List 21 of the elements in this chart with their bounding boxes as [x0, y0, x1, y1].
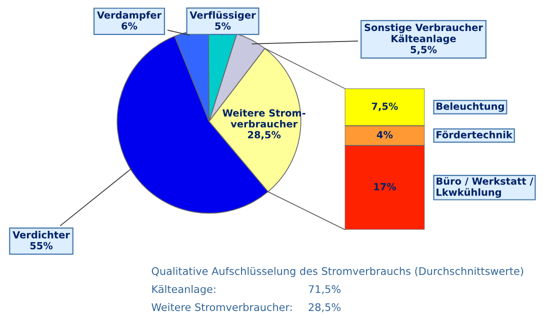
text: Kälteanlage: — [152, 285, 216, 296]
data-label: 7,5% — [372, 102, 398, 112]
slice-label: Verflüssiger — [190, 11, 256, 21]
slice-label: Weitere Strom- verbraucher — [222, 109, 306, 128]
text: 71,5% — [308, 285, 341, 294]
data-label: 5,5% — [410, 46, 437, 54]
text: 28,5% — [308, 303, 341, 312]
series-label: Beleuchtung — [436, 102, 504, 112]
data-label: 55% — [30, 242, 53, 250]
slice-label: Verdichter — [12, 230, 70, 238]
slice-label: Verdampfer — [96, 11, 162, 21]
slice-label: Sonstige Verbraucher Kälteanlage — [364, 24, 483, 44]
data-label: 6% — [122, 22, 138, 30]
series-label: Fördertechnik — [436, 130, 513, 138]
data-label: 28,5% — [248, 131, 281, 140]
data-label: 4% — [376, 131, 393, 138]
series-label: Büro / Werkstatt / Lkwkühlung — [436, 177, 534, 198]
text: Weitere Stromverbraucher: — [152, 303, 292, 312]
data-label: 5% — [215, 22, 231, 30]
text: Qualitative Aufschlüsselung des Stromverbrauchs (Durchschnittswerte) — [152, 266, 524, 278]
data-label: 17% — [374, 183, 396, 190]
